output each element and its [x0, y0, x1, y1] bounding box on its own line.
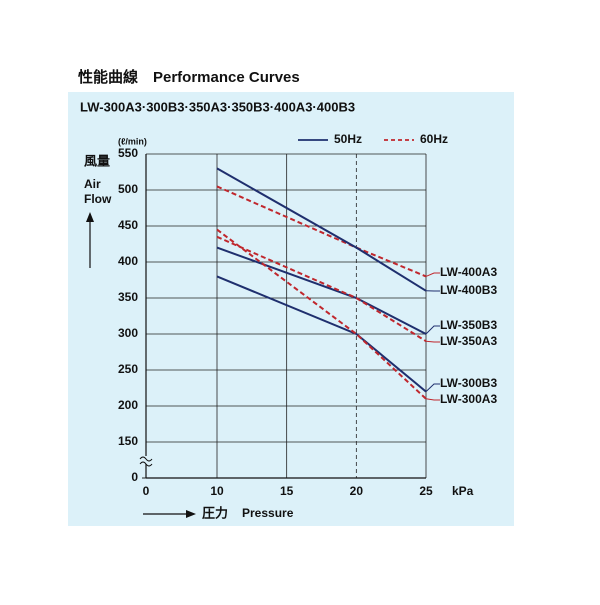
x-unit: kPa	[452, 484, 474, 498]
y-tick-label: 400	[118, 254, 138, 268]
series-label: LW-350B3	[440, 318, 497, 332]
y-tick-label: 300	[118, 326, 138, 340]
y-tick-label: 200	[118, 398, 138, 412]
x-label-ja: 圧力	[202, 505, 228, 520]
series-label: LW-300B3	[440, 376, 497, 390]
series-label: LW-400A3	[440, 265, 497, 279]
series-label: LW-400B3	[440, 283, 497, 297]
y-tick-label: 350	[118, 290, 138, 304]
chart-subtitle: LW-300A3·300B3·350A3·350B3·400A3·400B3	[80, 99, 355, 114]
x-tick-label: 0	[143, 484, 150, 498]
y-tick-label: 150	[118, 434, 138, 448]
y-tick-label: 450	[118, 218, 138, 232]
y-label-ja: 風量	[84, 153, 110, 168]
series-label: LW-300A3	[440, 392, 497, 406]
y-unit: (ℓ/min)	[118, 136, 147, 146]
x-tick-label: 10	[210, 484, 224, 498]
x-tick-label: 15	[280, 484, 294, 498]
y-tick-label: 500	[118, 182, 138, 196]
y-tick-label: 550	[118, 146, 138, 160]
legend-label: 50Hz	[334, 132, 362, 146]
legend-label: 60Hz	[420, 132, 448, 146]
chart-title: 性能曲線 Performance Curves	[78, 68, 300, 86]
x-label: Pressure	[242, 506, 294, 520]
series-label: LW-350A3	[440, 334, 497, 348]
y-tick-label: 0	[131, 470, 138, 484]
y-tick-label: 250	[118, 362, 138, 376]
x-tick-label: 20	[350, 484, 364, 498]
x-tick-label: 25	[419, 484, 433, 498]
